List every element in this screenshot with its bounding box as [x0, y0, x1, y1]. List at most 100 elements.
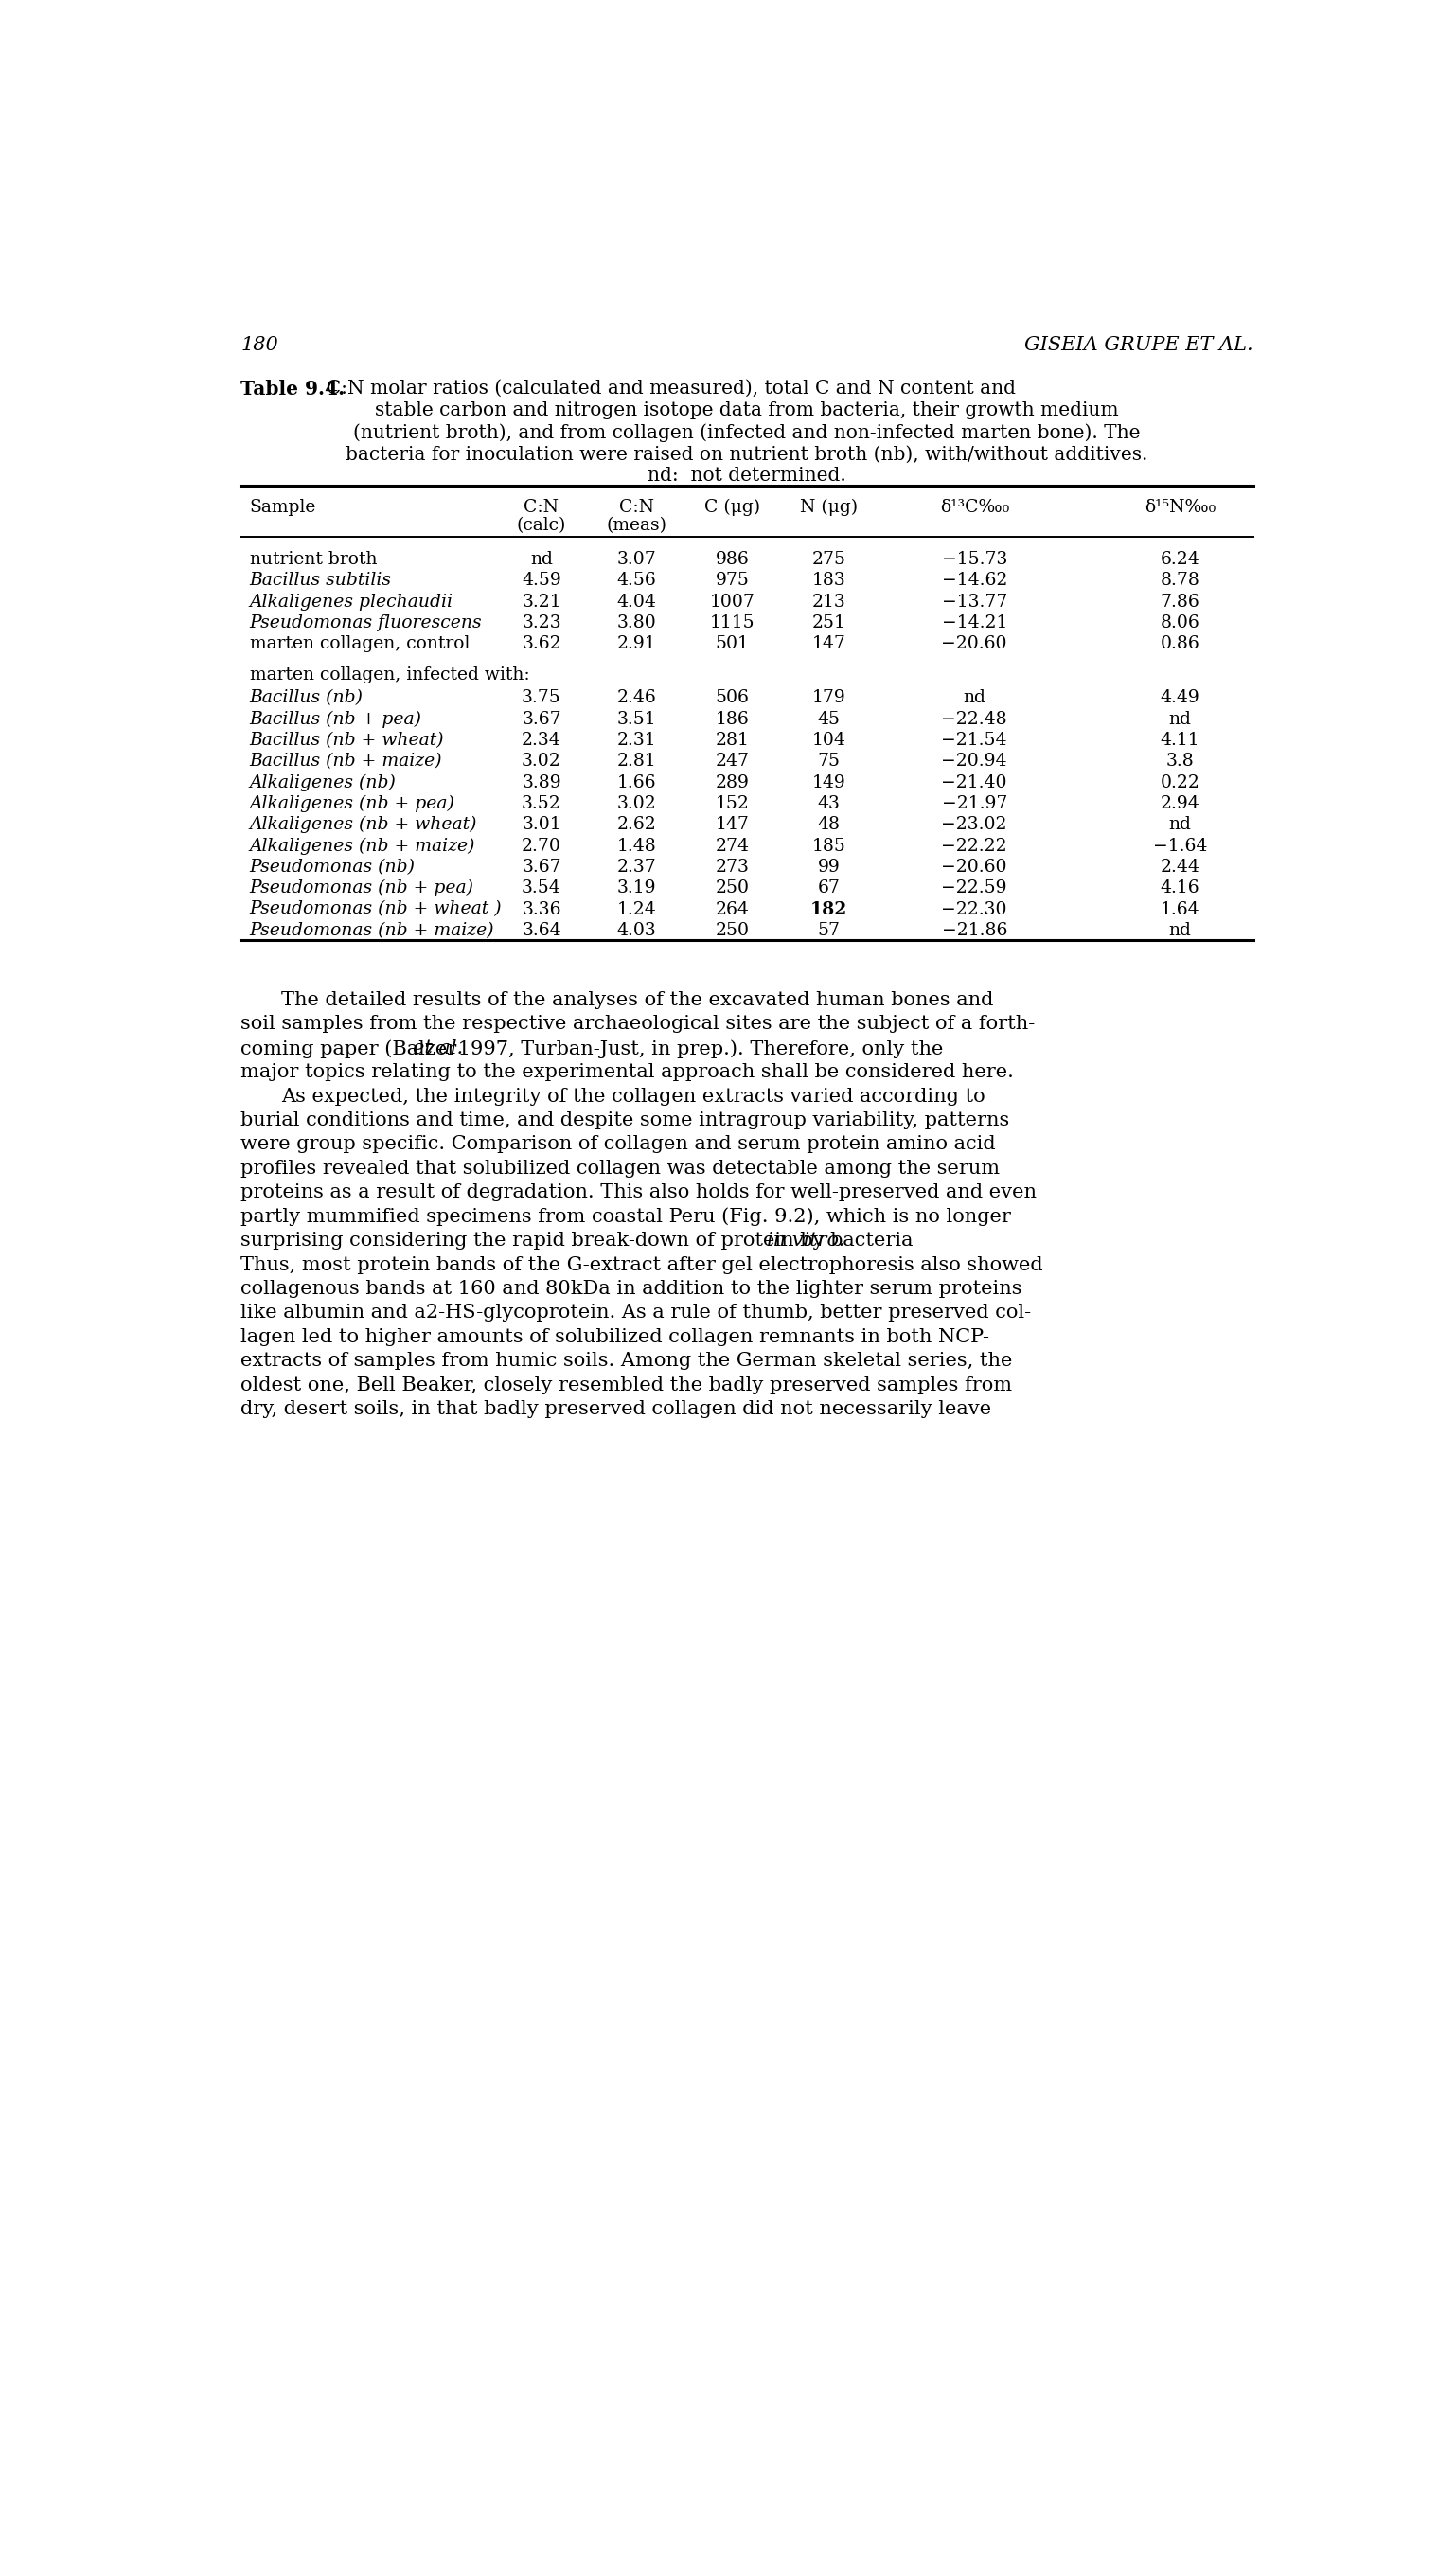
Text: 501: 501 — [715, 636, 750, 652]
Text: Pseudomonas (nb + pea): Pseudomonas (nb + pea) — [249, 879, 473, 897]
Text: 4.59: 4.59 — [521, 573, 561, 588]
Text: 275: 275 — [812, 552, 846, 567]
Text: 2.94: 2.94 — [1160, 795, 1200, 813]
Text: N (μg): N (μg) — [801, 498, 858, 516]
Text: 3.02: 3.02 — [617, 795, 657, 813]
Text: Bacillus (nb + pea): Bacillus (nb + pea) — [249, 711, 422, 728]
Text: nd: nd — [1169, 923, 1191, 938]
Text: 4.56: 4.56 — [617, 573, 657, 588]
Text: burial conditions and time, and despite some intragroup variability, patterns: burial conditions and time, and despite … — [240, 1112, 1009, 1130]
Text: Alkaligenes (nb + maize): Alkaligenes (nb + maize) — [249, 838, 475, 854]
Text: 43: 43 — [818, 795, 840, 813]
Text: 2.81: 2.81 — [617, 754, 657, 769]
Text: 3.21: 3.21 — [521, 593, 561, 611]
Text: nd:  not determined.: nd: not determined. — [648, 468, 846, 486]
Text: Pseudomonas (nb + wheat ): Pseudomonas (nb + wheat ) — [249, 900, 502, 918]
Text: Alkaligenes (nb + pea): Alkaligenes (nb + pea) — [249, 795, 454, 813]
Text: (nutrient broth), and from collagen (infected and non-infected marten bone). The: (nutrient broth), and from collagen (inf… — [354, 424, 1140, 442]
Text: 1.66: 1.66 — [617, 774, 657, 790]
Text: 179: 179 — [812, 690, 846, 705]
Text: 273: 273 — [715, 859, 750, 877]
Text: As expected, the integrity of the collagen extracts varied according to: As expected, the integrity of the collag… — [281, 1086, 986, 1104]
Text: 8.78: 8.78 — [1160, 573, 1200, 588]
Text: 3.62: 3.62 — [521, 636, 561, 652]
Text: coming paper (Balzer: coming paper (Balzer — [240, 1040, 463, 1058]
Text: 186: 186 — [715, 711, 750, 728]
Text: −21.86: −21.86 — [942, 923, 1008, 938]
Text: 986: 986 — [715, 552, 750, 567]
Text: 2.37: 2.37 — [617, 859, 657, 877]
Text: 250: 250 — [715, 879, 750, 897]
Text: like albumin and a2-HS-glycoprotein. As a rule of thumb, better preserved col-: like albumin and a2-HS-glycoprotein. As … — [240, 1304, 1031, 1321]
Text: GISEIA GRUPE ET AL.: GISEIA GRUPE ET AL. — [1025, 335, 1254, 353]
Text: −20.60: −20.60 — [942, 636, 1008, 652]
Text: −14.21: −14.21 — [942, 613, 1008, 631]
Text: 75: 75 — [818, 754, 840, 769]
Text: 147: 147 — [812, 636, 846, 652]
Text: 4.04: 4.04 — [617, 593, 657, 611]
Text: −15.73: −15.73 — [942, 552, 1008, 567]
Text: 152: 152 — [715, 795, 750, 813]
Text: δ¹³C‰₀: δ¹³C‰₀ — [939, 498, 1009, 516]
Text: Pseudomonas (nb + maize): Pseudomonas (nb + maize) — [249, 923, 495, 938]
Text: C:N: C:N — [524, 498, 559, 516]
Text: Pseudomonas fluorescens: Pseudomonas fluorescens — [249, 613, 482, 631]
Text: 3.02: 3.02 — [521, 754, 561, 769]
Text: oldest one, Bell Beaker, closely resembled the badly preserved samples from: oldest one, Bell Beaker, closely resembl… — [240, 1375, 1012, 1393]
Text: proteins as a result of degradation. This also holds for well-preserved and even: proteins as a result of degradation. Thi… — [240, 1183, 1037, 1201]
Text: 182: 182 — [811, 900, 847, 918]
Text: Bacillus (nb + maize): Bacillus (nb + maize) — [249, 754, 443, 769]
Text: 2.44: 2.44 — [1160, 859, 1200, 877]
Text: −23.02: −23.02 — [942, 815, 1008, 833]
Text: 147: 147 — [715, 815, 750, 833]
Text: 3.01: 3.01 — [521, 815, 561, 833]
Text: 2.91: 2.91 — [617, 636, 657, 652]
Text: 3.75: 3.75 — [521, 690, 561, 705]
Text: −21.97: −21.97 — [942, 795, 1008, 813]
Text: 1.48: 1.48 — [617, 838, 657, 854]
Text: stable carbon and nitrogen isotope data from bacteria, their growth medium: stable carbon and nitrogen isotope data … — [376, 401, 1118, 419]
Text: marten collagen, infected with:: marten collagen, infected with: — [249, 667, 530, 685]
Text: 2.31: 2.31 — [617, 731, 657, 749]
Text: 4.03: 4.03 — [617, 923, 657, 938]
Text: 3.67: 3.67 — [521, 859, 561, 877]
Text: 3.07: 3.07 — [617, 552, 657, 567]
Text: et al.: et al. — [414, 1040, 463, 1058]
Text: 0.86: 0.86 — [1160, 636, 1200, 652]
Text: 4.11: 4.11 — [1160, 731, 1200, 749]
Text: 3.89: 3.89 — [521, 774, 561, 790]
Text: 1.24: 1.24 — [617, 900, 657, 918]
Text: −22.48: −22.48 — [942, 711, 1008, 728]
Text: surprising considering the rapid break-down of protein by bacteria: surprising considering the rapid break-d… — [240, 1232, 920, 1250]
Text: profiles revealed that solubilized collagen was detectable among the serum: profiles revealed that solubilized colla… — [240, 1160, 1000, 1178]
Text: −1.64: −1.64 — [1153, 838, 1207, 854]
Text: 2.70: 2.70 — [521, 838, 562, 854]
Text: 4.16: 4.16 — [1160, 879, 1200, 897]
Text: 506: 506 — [715, 690, 750, 705]
Text: dry, desert soils, in that badly preserved collagen did not necessarily leave: dry, desert soils, in that badly preserv… — [240, 1401, 992, 1419]
Text: in vitro.: in vitro. — [767, 1232, 844, 1250]
Text: −21.54: −21.54 — [942, 731, 1008, 749]
Text: 274: 274 — [715, 838, 750, 854]
Text: 3.67: 3.67 — [521, 711, 561, 728]
Text: 213: 213 — [812, 593, 846, 611]
Text: Pseudomonas (nb): Pseudomonas (nb) — [249, 859, 415, 877]
Text: 3.36: 3.36 — [521, 900, 561, 918]
Text: Bacillus (nb): Bacillus (nb) — [249, 690, 363, 705]
Text: partly mummified specimens from coastal Peru (Fig. 9.2), which is no longer: partly mummified specimens from coastal … — [240, 1206, 1010, 1227]
Text: 250: 250 — [715, 923, 750, 938]
Text: 45: 45 — [818, 711, 840, 728]
Text: 149: 149 — [812, 774, 846, 790]
Text: bacteria for inoculation were raised on nutrient broth (nb), with/without additi: bacteria for inoculation were raised on … — [347, 445, 1147, 463]
Text: marten collagen, control: marten collagen, control — [249, 636, 469, 652]
Text: were group specific. Comparison of collagen and serum protein amino acid: were group specific. Comparison of colla… — [240, 1135, 996, 1153]
Text: nd: nd — [1169, 711, 1191, 728]
Text: soil samples from the respective archaeological sites are the subject of a forth: soil samples from the respective archaeo… — [240, 1015, 1035, 1033]
Text: nd: nd — [530, 552, 553, 567]
Text: Bacillus subtilis: Bacillus subtilis — [249, 573, 392, 588]
Text: 2.46: 2.46 — [617, 690, 657, 705]
Text: 1997, Turban-Just, in prep.). Therefore, only the: 1997, Turban-Just, in prep.). Therefore,… — [451, 1040, 943, 1058]
Text: 3.54: 3.54 — [521, 879, 561, 897]
Text: −13.77: −13.77 — [942, 593, 1008, 611]
Text: 3.8: 3.8 — [1166, 754, 1194, 769]
